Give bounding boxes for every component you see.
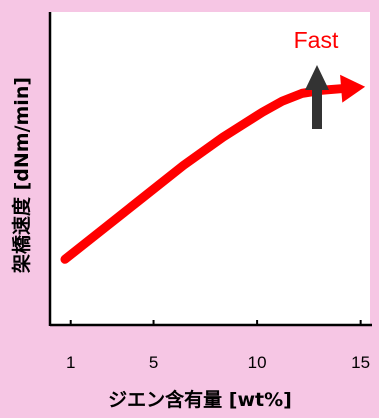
- x-tick-label: 1: [66, 353, 75, 372]
- up-arrow-icon: [305, 65, 329, 129]
- x-tick-label: 10: [248, 353, 267, 372]
- x-tick-labels: 1 5 10 15: [66, 353, 370, 372]
- x-tick-label: 15: [351, 353, 370, 372]
- x-tick-label: 5: [149, 353, 158, 372]
- plot-area: [50, 12, 370, 325]
- y-axis-title: 架橋速度 [dNm/min]: [10, 77, 33, 274]
- x-axis-title: ジエン含有量 [wt%]: [108, 388, 292, 411]
- x-ticks: [69, 320, 362, 326]
- series-arrowhead: [340, 74, 366, 103]
- fast-annotation: Fast: [294, 27, 339, 53]
